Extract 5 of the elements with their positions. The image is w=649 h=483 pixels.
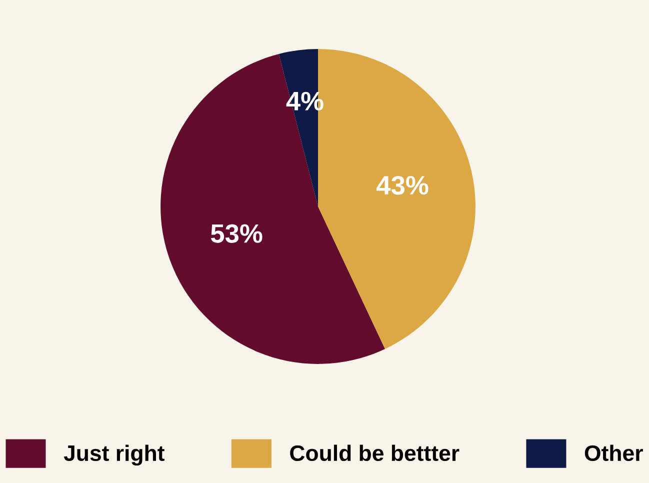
legend-label: Other	[584, 444, 643, 462]
legend-label: Just right	[64, 444, 164, 466]
data-label: 53%	[210, 224, 262, 243]
legend-label: Could be bettter	[290, 444, 460, 462]
data-label: 43%	[376, 176, 428, 195]
